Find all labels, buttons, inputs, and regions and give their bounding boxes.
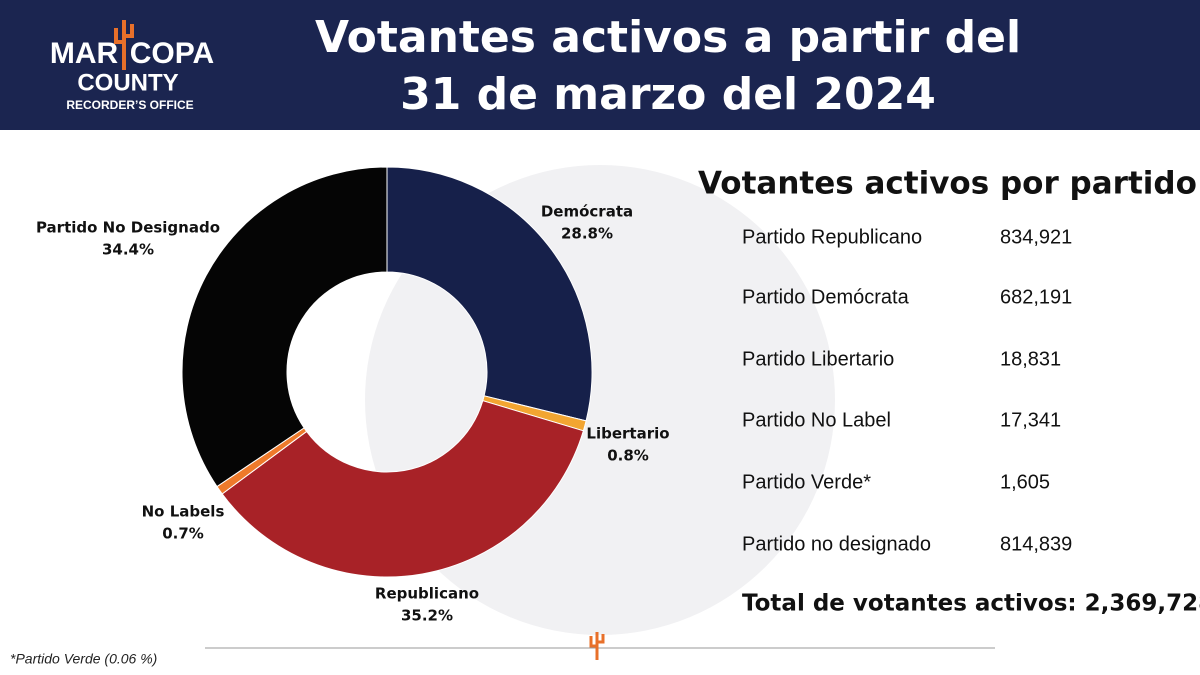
title: Votantes activos a partir del xyxy=(315,12,1021,63)
segment-value: 35.2% xyxy=(401,607,453,625)
segment-label: Libertario xyxy=(586,425,669,443)
row-value: 17,341 xyxy=(1000,409,1061,431)
row-value: 18,831 xyxy=(1000,348,1061,370)
row-value: 1,605 xyxy=(1000,471,1050,493)
table-title: Votantes activos por partido xyxy=(698,166,1197,202)
table-total: Total de votantes activos: 2,369,728 xyxy=(742,591,1200,617)
logo-office: RECORDER’S OFFICE xyxy=(66,98,193,112)
row-label: Partido Republicano xyxy=(742,226,922,248)
segment-label: Republicano xyxy=(375,585,479,603)
segment-label: Demócrata xyxy=(541,203,633,221)
row-label: Partido Demócrata xyxy=(742,286,910,308)
row-value: 834,921 xyxy=(1000,226,1072,248)
segment-value: 0.8% xyxy=(607,447,649,465)
row-label: Partido no designado xyxy=(742,533,931,555)
cactus-icon xyxy=(589,632,605,660)
segment-label: No Labels xyxy=(142,503,225,521)
footnote: *Partido Verde (0.06 %) xyxy=(10,651,157,667)
segment-value: 28.8% xyxy=(561,225,613,243)
logo-county: COUNTY xyxy=(77,69,178,96)
row-label: Partido Verde* xyxy=(742,471,871,493)
row-value: 682,191 xyxy=(1000,286,1072,308)
row-label: Partido No Label xyxy=(742,409,891,431)
header-band xyxy=(0,0,1200,130)
donut-segment xyxy=(181,166,388,488)
logo-right: COPA xyxy=(130,37,214,70)
segment-value: 0.7% xyxy=(162,525,204,543)
donut-segment xyxy=(386,166,593,422)
title: 31 de marzo del 2024 xyxy=(400,69,936,120)
donut-segment xyxy=(221,400,585,578)
row-value: 814,839 xyxy=(1000,533,1072,555)
segment-label: Partido No Designado xyxy=(36,219,220,237)
logo-left: MAR xyxy=(50,37,119,70)
segment-value: 34.4% xyxy=(102,241,154,259)
logo-cactus xyxy=(114,20,134,70)
row-label: Partido Libertario xyxy=(742,348,894,370)
